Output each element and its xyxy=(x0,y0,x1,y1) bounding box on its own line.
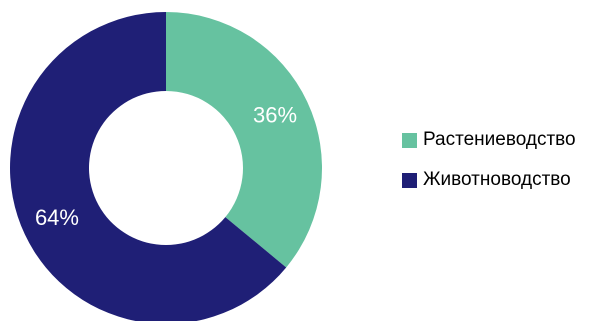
donut-chart-plot: 36% 64% xyxy=(10,12,323,321)
legend-swatch-livestock xyxy=(402,172,417,188)
donut-slice-label-crop-production: 36% xyxy=(253,103,297,128)
legend: Растениеводство Животноводство xyxy=(402,129,576,190)
legend-swatch-crop-production xyxy=(402,132,417,148)
legend-item-crop-production: Растениеводство xyxy=(402,129,576,150)
legend-label-crop-production: Растениеводство xyxy=(423,129,576,150)
donut-slice-livestock xyxy=(10,12,287,321)
legend-label-livestock: Животноводство xyxy=(423,169,571,190)
legend-item-livestock: Животноводство xyxy=(402,169,576,190)
donut-slice-crop-production xyxy=(166,12,323,268)
donut-slice-label-livestock: 64% xyxy=(35,205,79,230)
